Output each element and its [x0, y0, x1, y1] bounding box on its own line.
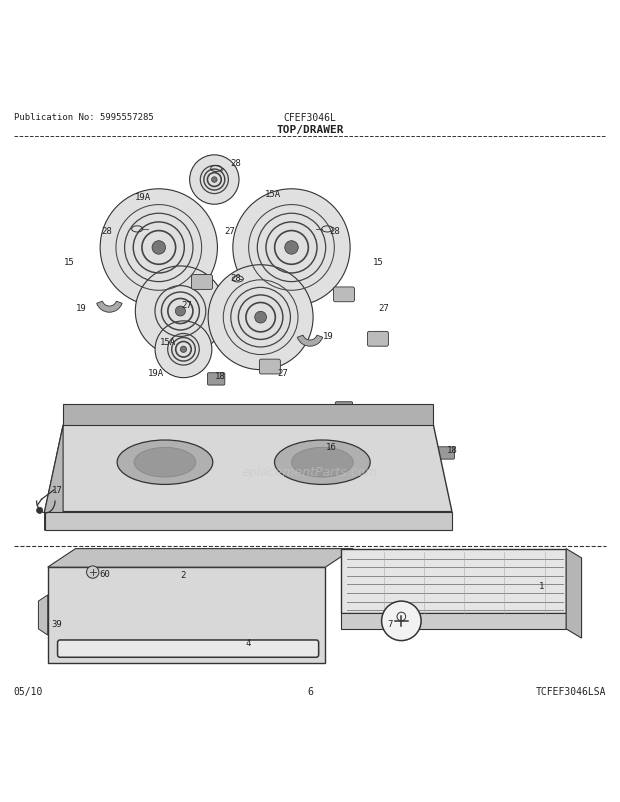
Text: 4: 4 [246, 638, 251, 647]
Text: 15: 15 [64, 257, 74, 267]
FancyBboxPatch shape [368, 332, 388, 346]
Wedge shape [297, 336, 323, 346]
Text: 39: 39 [51, 620, 63, 629]
Circle shape [37, 508, 43, 514]
Ellipse shape [291, 448, 353, 477]
Text: 2: 2 [181, 570, 186, 579]
Circle shape [190, 156, 239, 205]
Text: 27: 27 [277, 369, 288, 378]
Circle shape [100, 189, 218, 306]
FancyBboxPatch shape [335, 403, 353, 415]
Text: 60: 60 [100, 569, 110, 578]
FancyBboxPatch shape [208, 373, 225, 386]
Polygon shape [48, 568, 326, 663]
FancyBboxPatch shape [334, 288, 355, 302]
Polygon shape [63, 404, 433, 426]
Text: 19: 19 [323, 332, 334, 341]
Text: Publication No: 5995557285: Publication No: 5995557285 [14, 112, 154, 121]
Circle shape [381, 602, 421, 641]
Text: TCFEF3046LSA: TCFEF3046LSA [536, 686, 606, 695]
Circle shape [208, 265, 313, 371]
Text: 27: 27 [224, 227, 235, 236]
FancyBboxPatch shape [437, 448, 454, 460]
Circle shape [233, 189, 350, 306]
Polygon shape [341, 549, 566, 614]
Text: 16: 16 [326, 443, 337, 452]
Ellipse shape [275, 440, 370, 485]
Text: 19: 19 [76, 304, 87, 313]
Polygon shape [341, 614, 566, 629]
Text: 28: 28 [231, 159, 241, 168]
Circle shape [135, 266, 226, 357]
FancyBboxPatch shape [58, 640, 319, 658]
Text: 15A: 15A [160, 338, 176, 347]
FancyBboxPatch shape [259, 360, 280, 375]
Polygon shape [45, 512, 452, 530]
Circle shape [211, 177, 217, 183]
Circle shape [180, 346, 187, 353]
Text: 27: 27 [181, 301, 192, 310]
Ellipse shape [117, 440, 213, 485]
Text: 05/10: 05/10 [14, 686, 43, 695]
Text: 18: 18 [446, 446, 458, 455]
Circle shape [87, 566, 99, 578]
Circle shape [175, 306, 185, 317]
Polygon shape [48, 549, 353, 568]
Polygon shape [45, 426, 452, 512]
FancyBboxPatch shape [192, 275, 213, 290]
Polygon shape [45, 426, 63, 530]
Text: CFEF3046L: CFEF3046L [283, 112, 337, 123]
Text: 7: 7 [388, 620, 393, 629]
Text: 19A: 19A [135, 193, 151, 202]
Text: eplacementParts.com: eplacementParts.com [242, 465, 378, 478]
Circle shape [155, 322, 212, 379]
Text: 28: 28 [329, 227, 340, 236]
Text: 28: 28 [231, 273, 241, 282]
Ellipse shape [134, 448, 196, 477]
Text: 15A: 15A [265, 190, 281, 199]
Text: 1: 1 [539, 581, 544, 590]
Text: 28: 28 [101, 227, 112, 236]
Text: 19A: 19A [148, 369, 164, 378]
Circle shape [152, 241, 166, 255]
Text: TOP/DRAWER: TOP/DRAWER [277, 125, 343, 135]
Text: 27: 27 [379, 304, 389, 313]
Wedge shape [97, 302, 122, 313]
Text: 17: 17 [51, 486, 63, 495]
Polygon shape [566, 549, 582, 638]
Text: 6: 6 [307, 686, 313, 695]
Text: 15: 15 [373, 257, 383, 267]
Text: 18: 18 [215, 372, 226, 381]
Circle shape [255, 312, 267, 324]
Circle shape [285, 241, 298, 255]
Polygon shape [38, 595, 48, 635]
